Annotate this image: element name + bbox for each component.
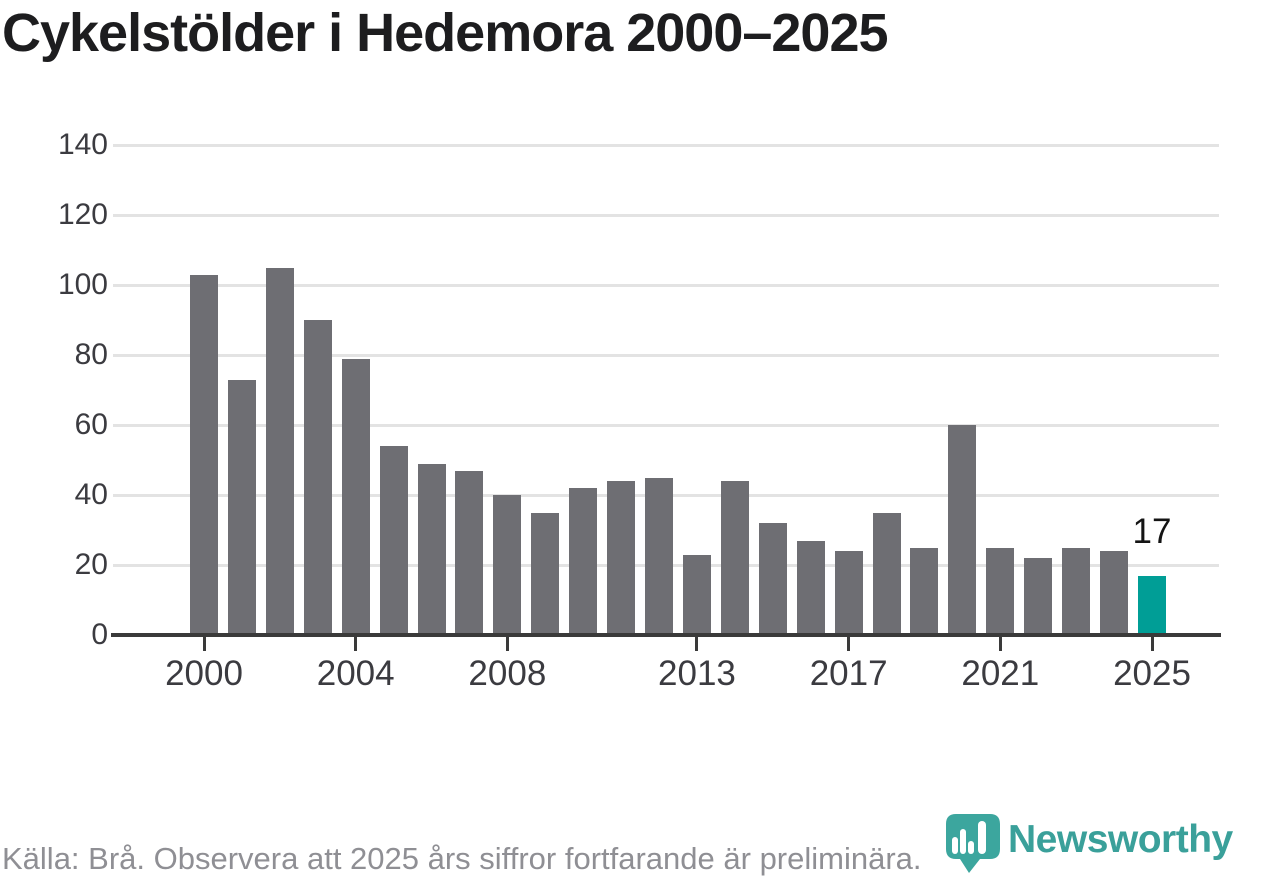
x-axis-tick-label-2013: 2013 (658, 654, 736, 693)
x-axis-tick-2017 (847, 637, 851, 651)
bar-2011 (607, 481, 636, 635)
bar-2001 (227, 379, 256, 635)
newsworthy-wordmark: Newsworthy (1008, 818, 1233, 861)
bar-2008 (493, 495, 522, 635)
chart-title: Cykelstölder i Hedemora 2000–2025 (2, 3, 889, 63)
gridline-y-100 (113, 284, 1219, 287)
bar-2025 (1138, 575, 1166, 635)
newsworthy-logo-link[interactable]: Newsworthy (946, 814, 1258, 874)
bar-2002 (265, 267, 294, 635)
y-axis-tick-label-0: 0 (91, 618, 108, 651)
bar-2017 (834, 551, 863, 635)
y-axis-tick-label-40: 40 (74, 478, 108, 511)
gridline-y-140 (113, 144, 1219, 147)
x-axis-tick-2021 (998, 637, 1002, 651)
bar-2004 (341, 358, 370, 635)
x-axis-tick-2000 (202, 637, 206, 651)
bar-2000 (190, 274, 218, 635)
x-axis-tick-label-2000: 2000 (165, 654, 243, 693)
bar-2009 (531, 512, 560, 635)
x-axis-tick-label-2017: 2017 (809, 654, 888, 693)
x-axis-tick-label-2004: 2004 (316, 654, 395, 693)
bar-2013 (682, 554, 711, 635)
bar-2016 (796, 540, 825, 635)
bar-2003 (303, 320, 332, 635)
x-axis-line (111, 633, 1221, 637)
bar-2012 (645, 477, 674, 635)
source-note: Källa: Brå. Observera att 2025 års siffr… (2, 841, 922, 876)
y-axis-tick-label-80: 80 (74, 338, 108, 371)
newsworthy-bubble-barchart-icon (946, 814, 1000, 873)
x-axis-tick-2025 (1150, 637, 1154, 651)
x-axis-tick-2004 (354, 637, 358, 651)
x-axis-tick-2013 (695, 637, 699, 651)
bar-2010 (569, 488, 598, 635)
y-axis-tick-label-20: 20 (74, 548, 108, 581)
bar-2006 (417, 463, 446, 635)
x-axis-tick-2008 (505, 637, 509, 651)
bar-2020 (948, 425, 977, 635)
bar-2022 (1024, 558, 1053, 635)
bar-2015 (758, 523, 787, 635)
y-axis-tick-label-60: 60 (74, 408, 108, 441)
bar-2019 (910, 547, 939, 635)
gridline-y-120 (113, 214, 1219, 217)
bar-2018 (872, 512, 901, 635)
bar-2007 (455, 470, 484, 635)
bar-2023 (1062, 547, 1091, 635)
x-axis-tick-label-2008: 2008 (468, 654, 547, 693)
bar-2021 (986, 547, 1015, 635)
bar-2024 (1100, 551, 1129, 635)
gridline-y-80 (113, 354, 1219, 357)
y-axis-tick-label-120: 120 (57, 198, 108, 231)
plot-area (113, 144, 1219, 635)
bar-2014 (720, 481, 749, 635)
y-axis-tick-label-140: 140 (57, 128, 108, 161)
x-axis-tick-label-2025: 2025 (1113, 654, 1191, 693)
x-axis-tick-label-2021: 2021 (961, 654, 1040, 693)
gridline-y-60 (113, 424, 1219, 427)
bar-value-label-2025: 17 (1132, 511, 1172, 551)
y-axis-tick-label-100: 100 (57, 268, 108, 301)
bar-2005 (379, 446, 408, 635)
